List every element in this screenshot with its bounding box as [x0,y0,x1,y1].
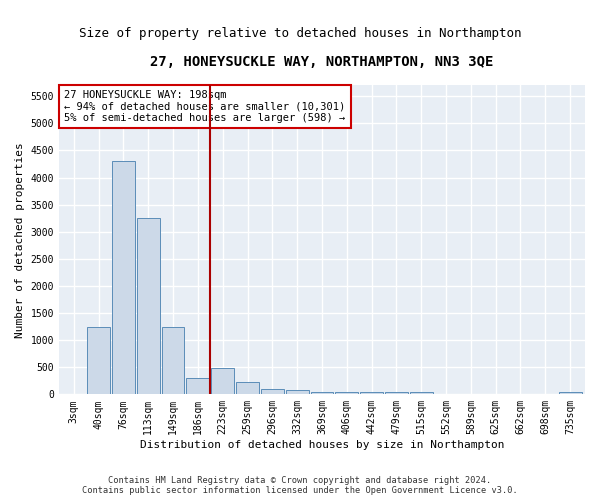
Bar [360,392,383,394]
Bar [87,326,110,394]
Text: 27 HONEYSUCKLE WAY: 198sqm
← 94% of detached houses are smaller (10,301)
5% of s: 27 HONEYSUCKLE WAY: 198sqm ← 94% of deta… [64,90,346,124]
Bar [559,392,581,394]
Bar [311,392,334,394]
Bar [137,218,160,394]
Bar [211,368,234,394]
Bar [410,392,433,394]
Bar [335,392,358,394]
Y-axis label: Number of detached properties: Number of detached properties [15,142,25,338]
X-axis label: Distribution of detached houses by size in Northampton: Distribution of detached houses by size … [140,440,504,450]
Bar [187,378,209,394]
Text: Contains HM Land Registry data © Crown copyright and database right 2024.
Contai: Contains HM Land Registry data © Crown c… [82,476,518,495]
Bar [161,326,184,394]
Title: 27, HONEYSUCKLE WAY, NORTHAMPTON, NN3 3QE: 27, HONEYSUCKLE WAY, NORTHAMPTON, NN3 3Q… [150,55,494,69]
Text: Size of property relative to detached houses in Northampton: Size of property relative to detached ho… [79,28,521,40]
Bar [261,389,284,394]
Bar [385,392,408,394]
Bar [286,390,308,394]
Bar [236,382,259,394]
Bar [112,162,135,394]
